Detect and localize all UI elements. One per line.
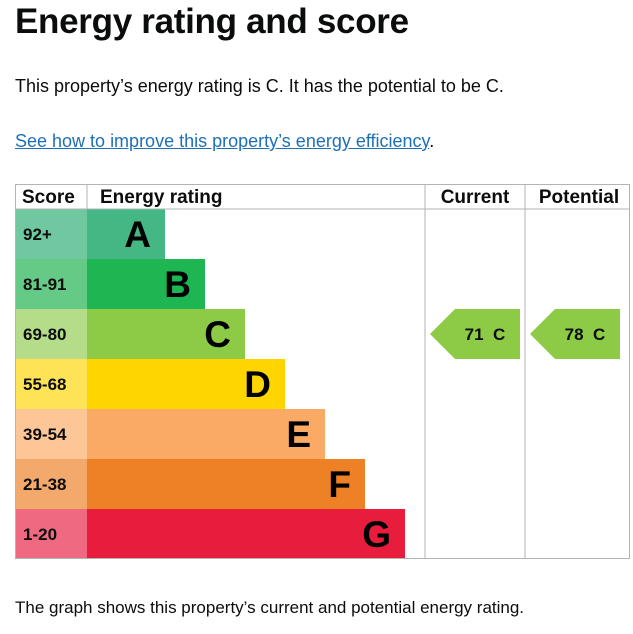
- page-title: Energy rating and score: [15, 2, 409, 41]
- rating-bar-d: [87, 359, 285, 409]
- rating-letter-b: B: [164, 264, 191, 305]
- score-range-a: 92+: [23, 225, 52, 244]
- score-cell-c: [15, 309, 87, 359]
- header-current: Current: [441, 187, 510, 208]
- improve-efficiency-link[interactable]: See how to improve this property’s energ…: [15, 131, 430, 151]
- score-cell-e: [15, 409, 87, 459]
- energy-rating-chart: 92+ A 81-91 B 69-80 C 55-68 D 39-54 E 21-38 F 1-20 G …: [15, 184, 630, 559]
- rating-letter-e: E: [286, 414, 311, 455]
- rating-bar-f: [87, 459, 365, 509]
- link-suffix: .: [429, 131, 435, 151]
- score-cell-a: [15, 209, 87, 259]
- header-score: Score: [22, 187, 75, 208]
- chart-border: [15, 184, 630, 559]
- score-range-b: 81-91: [23, 275, 66, 294]
- score-range-c: 69-80: [23, 325, 66, 344]
- graph-description: The graph shows this property’s current …: [15, 598, 525, 617]
- rating-bar-g: [87, 509, 405, 559]
- rating-letter-a: A: [124, 214, 151, 255]
- current-rating-arrow: [430, 309, 520, 359]
- score-range-d: 55-68: [23, 375, 66, 394]
- rating-summary: This property’s energy rating is C. It h…: [15, 76, 504, 96]
- rating-bar-e: [87, 409, 325, 459]
- score-cell-g: [15, 509, 87, 559]
- score-range-e: 39-54: [23, 425, 67, 444]
- bands-layer: 92+ A 81-91 B 69-80 C 55-68 D 39-54 E 21-38 F 1-20 G: [15, 209, 405, 559]
- rating-bar-c: [87, 309, 245, 359]
- potential-rating-arrow: [530, 309, 620, 359]
- score-cell-b: [15, 259, 87, 309]
- score-range-g: 1-20: [23, 525, 57, 544]
- header-potential: Potential: [539, 187, 619, 208]
- rating-letter-g: G: [362, 514, 391, 555]
- improve-link-paragraph: See how to improve this property’s energ…: [15, 131, 434, 152]
- rating-letter-c: C: [204, 314, 231, 355]
- rating-letter-d: D: [244, 364, 271, 405]
- header-layer: Score Energy rating Current Potential: [22, 187, 619, 208]
- header-energy-rating: Energy rating: [100, 187, 222, 208]
- energy-rating-graph: 92+ A81-91 B69-80 C55-68 D39-54 E21-38 F1-20 G …: [15, 184, 630, 559]
- grid-layer: [15, 184, 630, 559]
- arrows-layer: 71 C 78 C: [430, 309, 620, 359]
- potential-rating-label: 78 C: [565, 325, 606, 344]
- rating-bar-a: [87, 209, 165, 259]
- rating-bar-b: [87, 259, 205, 309]
- score-cell-d: [15, 359, 87, 409]
- score-cell-f: [15, 459, 87, 509]
- current-rating-label: 71 C: [465, 325, 506, 344]
- rating-letter-f: F: [328, 464, 351, 505]
- score-range-f: 21-38: [23, 475, 66, 494]
